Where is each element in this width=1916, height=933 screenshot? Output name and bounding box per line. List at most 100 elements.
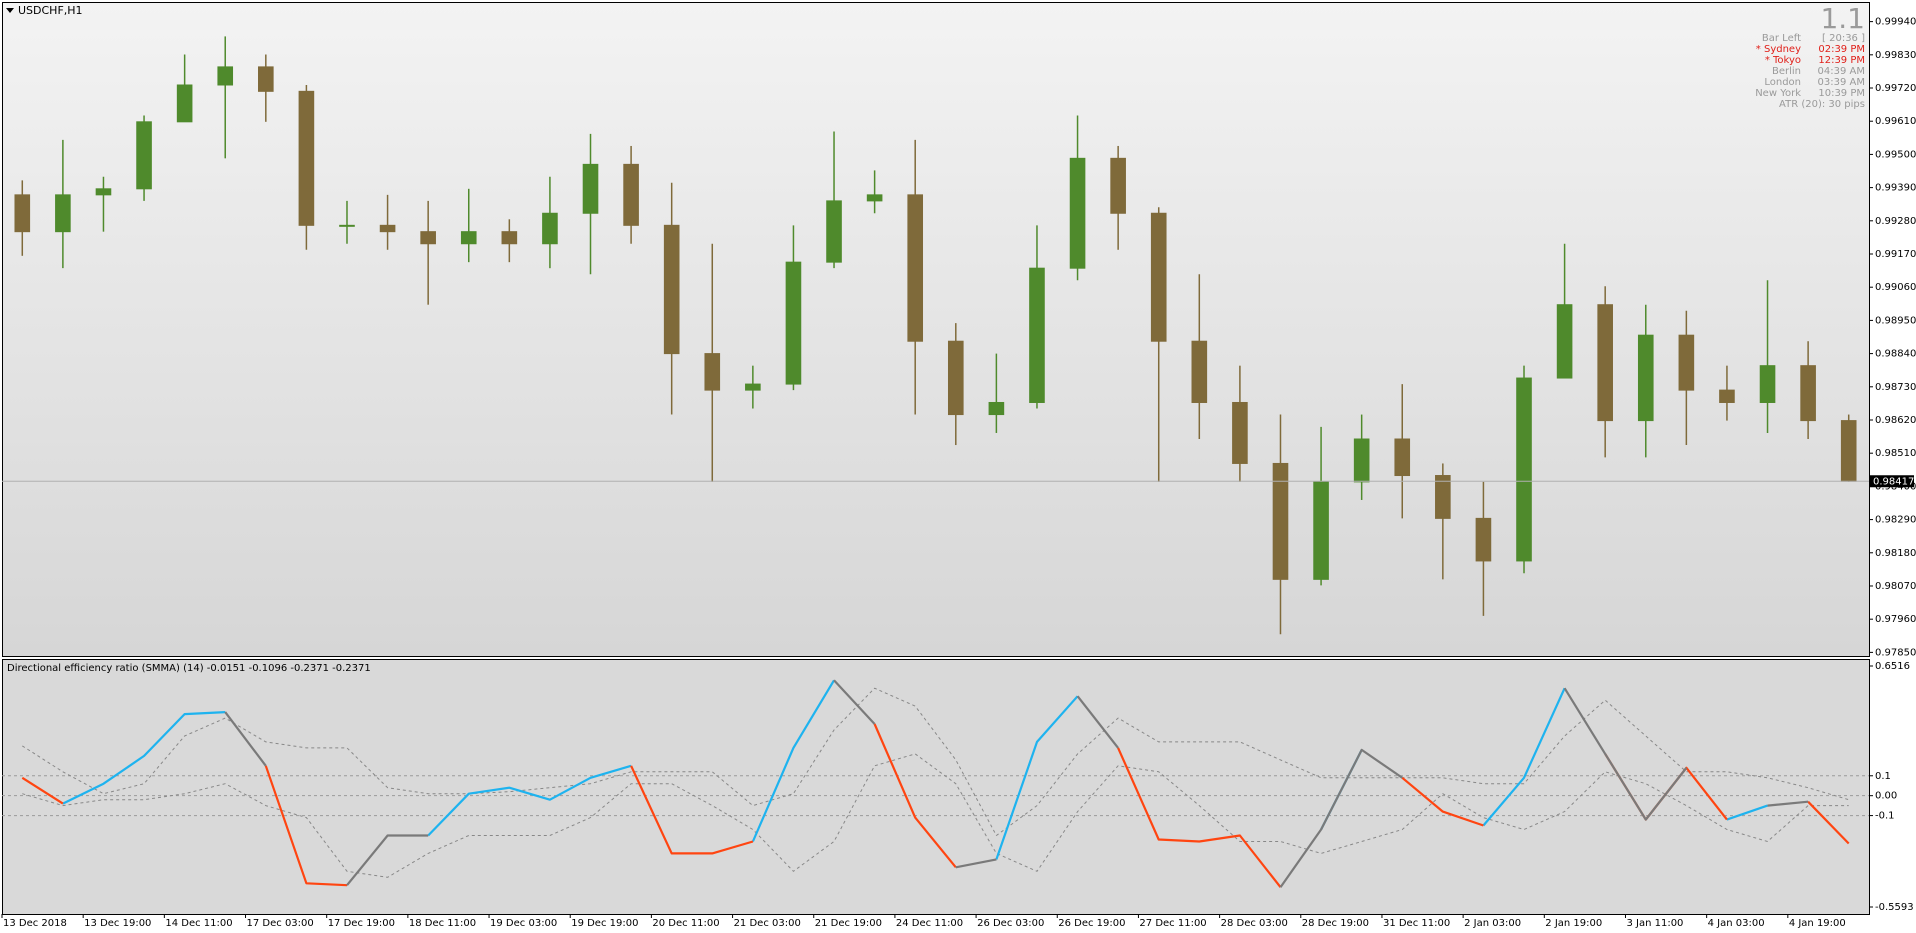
candle-body (826, 200, 842, 263)
candle-body (1759, 365, 1776, 403)
x-tick-label: 28 Dec 03:00 (1221, 918, 1288, 929)
x-tick-label: 3 Jan 11:00 (1626, 918, 1683, 929)
info-panel: 1.1 Bar Left [ 20:36 ] * Sydney 02:39 PM * T… (1755, 2, 1865, 110)
info-value: 02:39 PM (1818, 44, 1865, 55)
y-tick-label: 0.98730 (1875, 382, 1916, 393)
x-tick-label: 18 Dec 11:00 (409, 918, 476, 929)
y-tick-label: 0.98180 (1875, 548, 1916, 559)
candle-body (1029, 267, 1045, 403)
candle-body (745, 383, 761, 391)
candle-body (1678, 334, 1695, 391)
info-label: * Sydney (1756, 44, 1801, 55)
candle-body (1394, 438, 1411, 477)
collapse-arrow[interactable] (6, 8, 14, 13)
y-tick-label: 0.1 (1875, 771, 1891, 782)
band-line (22, 687, 1849, 836)
y-tick-label: 0.99280 (1875, 216, 1916, 227)
x-tick-label: 28 Dec 19:00 (1302, 918, 1369, 929)
candle-body (785, 261, 802, 385)
candle-body (1232, 401, 1248, 464)
y-tick-label: 0.98620 (1875, 415, 1916, 426)
info-value: [ 20:36 ] (1822, 33, 1865, 44)
candle-body (542, 212, 558, 245)
x-tick-label: 13 Dec 19:00 (84, 918, 151, 929)
candle-body (1435, 475, 1451, 519)
x-tick-label: 4 Jan 03:00 (1708, 918, 1765, 929)
candle-body (460, 231, 477, 245)
info-label: Bar Left (1762, 33, 1801, 44)
y-tick-label: 0.98840 (1875, 349, 1916, 360)
candle-body (1353, 438, 1370, 483)
candle-body (501, 231, 518, 245)
candle-body (298, 90, 315, 226)
info-label: ATR (20): 30 pips (1779, 99, 1865, 110)
y-tick-label: 0.6516 (1875, 661, 1910, 672)
info-label: Berlin (1772, 66, 1801, 77)
x-tick-label: 24 Dec 11:00 (896, 918, 963, 929)
y-tick-label: 0.98950 (1875, 315, 1916, 326)
info-label: * Tokyo (1765, 55, 1801, 66)
candle-body (1637, 334, 1654, 422)
x-tick-label: 19 Dec 03:00 (490, 918, 557, 929)
candle-body (339, 224, 355, 227)
y-tick-label: 0.00 (1875, 791, 1897, 802)
candle-body (704, 353, 721, 391)
candle-body (1191, 340, 1208, 403)
x-tick-label: 17 Dec 19:00 (328, 918, 395, 929)
x-tick-label: 31 Dec 11:00 (1383, 918, 1450, 929)
y-tick-label: 0.99720 (1875, 83, 1916, 94)
y-tick-label: 0.99390 (1875, 183, 1916, 194)
y-tick-label: 0.99610 (1875, 116, 1916, 127)
candle-body (1069, 157, 1086, 269)
y-tick-label: 0.97850 (1875, 647, 1916, 658)
info-label: New York (1755, 88, 1801, 99)
candle-body (907, 194, 924, 342)
x-tick-label: 19 Dec 19:00 (571, 918, 638, 929)
candle-body (1272, 462, 1289, 580)
candle-body (582, 163, 599, 214)
x-tick-label: 17 Dec 03:00 (247, 918, 314, 929)
y-tick-label: 0.99060 (1875, 282, 1916, 293)
candle-body (866, 194, 883, 202)
candle-body (217, 66, 234, 86)
y-tick-label: 0.98510 (1875, 448, 1916, 459)
current-price-label: 0.98417 (1873, 476, 1914, 487)
candle-body (14, 194, 31, 233)
candle-body (95, 188, 112, 196)
price-panel (2, 2, 1870, 657)
x-tick-label: 2 Jan 19:00 (1545, 918, 1602, 929)
candle-body (379, 224, 396, 233)
candle-body (258, 66, 274, 92)
info-value: 03:39 AM (1818, 77, 1865, 88)
candle-body (663, 224, 680, 355)
candle-body (136, 121, 152, 190)
candle-body (1150, 212, 1167, 342)
current-price-box (1870, 475, 1914, 488)
x-tick-label: 20 Dec 11:00 (652, 918, 719, 929)
x-tick-label: 26 Dec 19:00 (1058, 918, 1125, 929)
y-tick-label: -0.1 (1875, 811, 1895, 822)
candle-body (55, 194, 71, 233)
info-value: 04:39 AM (1818, 66, 1865, 77)
candle-body (1800, 365, 1816, 422)
x-tick-label: 26 Dec 03:00 (977, 918, 1044, 929)
candle-body (1597, 304, 1613, 422)
info-value: 12:39 PM (1818, 55, 1865, 66)
x-tick-label: 4 Jan 19:00 (1789, 918, 1846, 929)
y-tick-label: -0.5593 (1875, 902, 1914, 913)
candle-body (988, 401, 1005, 416)
y-tick-label: 0.98070 (1875, 581, 1916, 592)
info-headline: 1.1 (1820, 2, 1865, 35)
candle-body (1840, 420, 1857, 482)
x-tick-label: 2 Jan 03:00 (1464, 918, 1521, 929)
window-title: USDCHF,H1 (18, 4, 83, 17)
candle-body (1516, 377, 1532, 562)
indicator-title: Directional efficiency ratio (SMMA) (14)… (7, 663, 371, 674)
candle-body (176, 84, 193, 123)
candle-body (623, 163, 639, 226)
x-tick-label: 13 Dec 2018 (3, 918, 67, 929)
y-tick-label: 0.99940 (1875, 17, 1916, 28)
band-line (22, 753, 1849, 878)
